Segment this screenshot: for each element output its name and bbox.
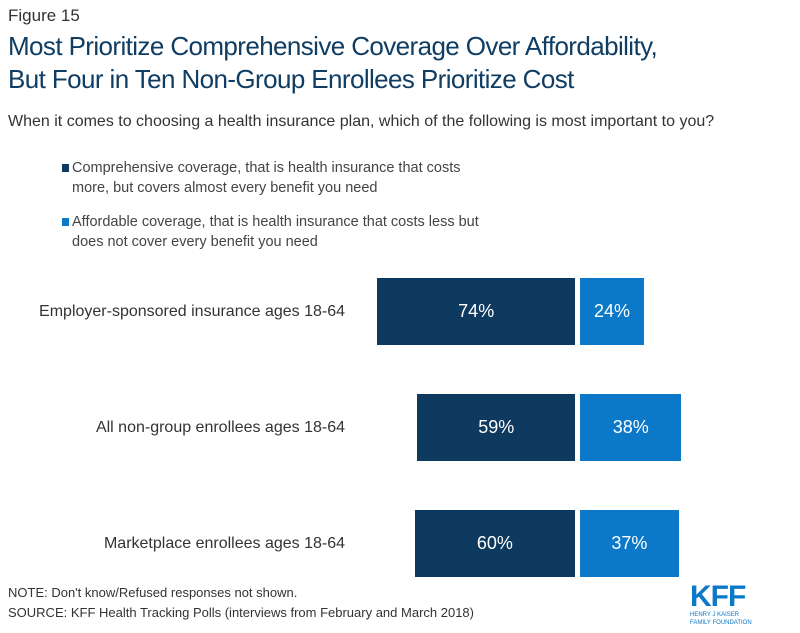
data-label: 24% — [594, 301, 631, 321]
data-label: 38% — [612, 417, 649, 437]
title-line-1: Most Prioritize Comprehensive Coverage O… — [8, 31, 658, 61]
legend-label: Affordable coverage, that is health insu… — [72, 214, 479, 250]
legend-swatch — [62, 218, 69, 226]
kff-logo: KFF HENRY J KAISER FAMILY FOUNDATION — [690, 580, 770, 627]
data-label: 74% — [458, 301, 495, 321]
source: SOURCE: KFF Health Tracking Polls (inter… — [8, 605, 474, 620]
chart-title: Most Prioritize Comprehensive Coverage O… — [8, 30, 800, 96]
bar-affordable: 24% — [580, 278, 645, 345]
logo-line-2: FAMILY FOUNDATION — [690, 620, 752, 626]
category-label: All non-group enrollees ages 18-64 — [95, 419, 345, 436]
legend-swatch — [62, 164, 69, 172]
data-label: 37% — [611, 533, 648, 553]
bar-comprehensive: 74% — [377, 278, 575, 345]
title-line-2: But Four in Ten Non-Group Enrollees Prio… — [8, 64, 574, 94]
data-label: 59% — [478, 417, 515, 437]
category-label: Marketplace enrollees ages 18-64 — [103, 535, 345, 552]
category-label: Employer-sponsored insurance ages 18-64 — [39, 303, 345, 320]
bar-affordable: 37% — [580, 510, 679, 577]
legend-item-comprehensive: Comprehensive coverage, that is health i… — [62, 158, 492, 198]
note: NOTE: Don't know/Refused responses not s… — [8, 585, 298, 600]
bar-comprehensive: 60% — [414, 510, 575, 577]
logo-mark: KFF — [690, 580, 746, 613]
logo-line-1: HENRY J KAISER — [690, 612, 740, 618]
bar-affordable: 38% — [580, 394, 682, 461]
chart-subtitle: When it comes to choosing a health insur… — [8, 113, 715, 130]
bar-comprehensive: 59% — [417, 394, 575, 461]
legend-item-affordable: Affordable coverage, that is health insu… — [62, 212, 492, 252]
figure-label: Figure 15 — [8, 6, 80, 25]
data-label: 60% — [476, 533, 513, 553]
legend-label: Comprehensive coverage, that is health i… — [72, 160, 461, 196]
